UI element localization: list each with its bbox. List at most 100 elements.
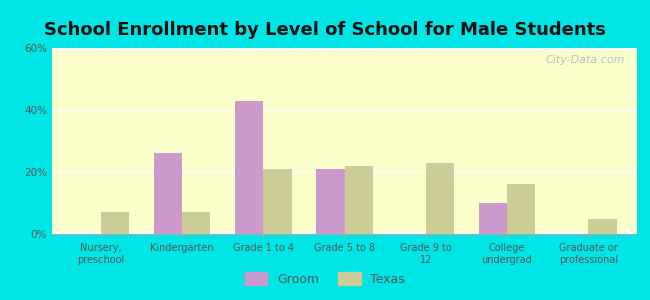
- Bar: [52, 50, 637, 70]
- Bar: [52, 50, 637, 115]
- Bar: [52, 52, 637, 212]
- Bar: [52, 51, 637, 191]
- Bar: [52, 50, 637, 80]
- Bar: [316, 169, 344, 234]
- Bar: [52, 51, 637, 137]
- Bar: [52, 52, 637, 208]
- Bar: [426, 163, 454, 234]
- Bar: [52, 50, 637, 59]
- Bar: [52, 50, 637, 104]
- Bar: [52, 50, 637, 89]
- Bar: [52, 51, 637, 206]
- Bar: [52, 51, 637, 145]
- Text: City-Data.com: City-Data.com: [546, 56, 625, 65]
- Bar: [52, 52, 637, 223]
- Bar: [52, 50, 637, 67]
- Bar: [52, 51, 637, 148]
- Bar: [52, 50, 637, 52]
- Bar: [52, 51, 637, 141]
- Bar: [52, 52, 637, 232]
- Bar: [52, 51, 637, 160]
- Bar: [182, 212, 211, 234]
- Bar: [52, 51, 637, 189]
- Bar: [52, 51, 637, 135]
- Bar: [52, 50, 637, 87]
- Bar: [52, 51, 637, 204]
- Bar: [52, 51, 637, 195]
- Bar: [52, 50, 637, 68]
- Bar: [52, 51, 637, 163]
- Bar: [52, 51, 637, 193]
- Bar: [52, 50, 637, 113]
- Bar: [52, 51, 637, 139]
- Bar: [478, 203, 507, 234]
- Bar: [52, 50, 637, 85]
- Bar: [52, 50, 637, 76]
- Bar: [52, 51, 637, 132]
- Bar: [52, 52, 637, 210]
- Bar: [52, 51, 637, 184]
- Bar: [52, 50, 637, 82]
- Bar: [52, 50, 637, 57]
- Bar: [52, 51, 637, 122]
- Bar: [507, 184, 536, 234]
- Bar: [588, 218, 617, 234]
- Bar: [153, 153, 182, 234]
- Bar: [52, 50, 637, 61]
- Bar: [52, 51, 637, 178]
- Bar: [52, 51, 637, 172]
- Bar: [52, 51, 637, 124]
- Bar: [52, 50, 637, 78]
- Bar: [52, 50, 637, 56]
- Bar: [52, 50, 637, 94]
- Bar: [52, 51, 637, 202]
- Bar: [52, 52, 637, 226]
- Bar: [52, 50, 637, 100]
- Bar: [52, 52, 637, 228]
- Bar: [52, 51, 637, 180]
- Bar: [52, 51, 637, 171]
- Bar: [344, 166, 373, 234]
- Bar: [52, 52, 637, 217]
- Bar: [52, 51, 637, 143]
- Bar: [52, 50, 637, 54]
- Bar: [52, 51, 637, 165]
- Bar: [52, 50, 637, 63]
- Bar: [52, 50, 637, 96]
- Bar: [52, 52, 637, 221]
- Bar: [52, 52, 637, 230]
- Bar: [52, 51, 637, 130]
- Bar: [52, 52, 637, 219]
- Bar: [52, 51, 637, 121]
- Bar: [52, 51, 637, 200]
- Bar: [52, 51, 637, 182]
- Bar: [52, 51, 637, 169]
- Bar: [52, 50, 637, 98]
- Bar: [52, 51, 637, 158]
- Bar: [52, 51, 637, 188]
- Bar: [52, 50, 637, 65]
- Bar: [52, 50, 637, 83]
- Bar: [52, 51, 637, 197]
- Bar: [52, 52, 637, 225]
- Bar: [52, 48, 637, 50]
- Bar: [52, 51, 637, 150]
- Bar: [52, 51, 637, 186]
- Bar: [235, 101, 263, 234]
- Bar: [52, 50, 637, 110]
- Bar: [101, 212, 129, 234]
- Bar: [52, 51, 637, 119]
- Bar: [52, 50, 637, 102]
- Bar: [52, 51, 637, 199]
- Bar: [52, 51, 637, 152]
- Bar: [52, 51, 637, 147]
- Bar: [52, 51, 637, 161]
- Bar: [52, 51, 637, 126]
- Bar: [52, 50, 637, 74]
- Bar: [52, 50, 637, 117]
- Bar: [52, 52, 637, 215]
- Bar: [52, 51, 637, 176]
- Bar: [52, 51, 637, 167]
- Bar: [52, 50, 637, 107]
- Bar: [263, 169, 292, 234]
